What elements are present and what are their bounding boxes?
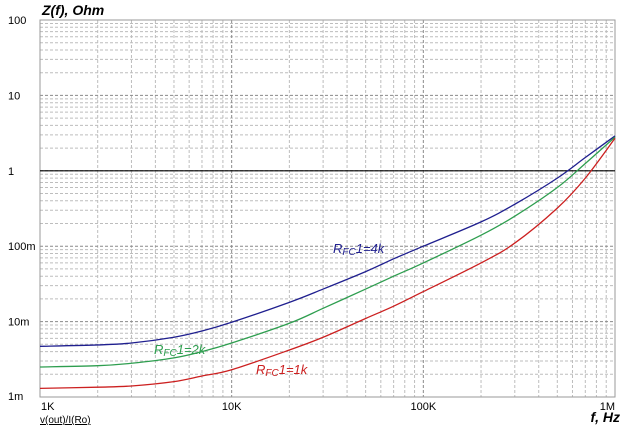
series-line-2 bbox=[39, 136, 616, 368]
x-tick-label: 10K bbox=[222, 401, 242, 413]
y-tick-label: 1 bbox=[8, 166, 14, 178]
y-tick-label: 100m bbox=[8, 241, 36, 253]
series-line-1 bbox=[39, 135, 616, 347]
y-tick-label: 100 bbox=[8, 15, 26, 27]
series-label-1: RFC1=4k bbox=[333, 241, 386, 258]
series-line-3 bbox=[39, 137, 616, 390]
trace-expression: v(out)/I(Ro) bbox=[40, 415, 91, 426]
series-lines bbox=[39, 135, 616, 390]
x-tick-label: 1M bbox=[600, 401, 615, 413]
y-tick-label: 10 bbox=[8, 90, 20, 102]
minor-grid bbox=[40, 20, 615, 397]
y-axis-title: Z(f), Ohm bbox=[41, 2, 104, 18]
x-tick-label: 100K bbox=[410, 401, 436, 413]
series-label-2: RFC1=2k bbox=[154, 342, 207, 359]
tick-labels: 100 10 1 100m 10m 1m 1K 10K 100K 1M bbox=[8, 15, 615, 413]
plot-frame bbox=[39, 19, 616, 398]
x-axis-title: f, Hz bbox=[590, 409, 620, 425]
y-tick-label: 1m bbox=[8, 391, 23, 403]
y-tick-label: 10m bbox=[8, 317, 29, 329]
series-labels: RFC1=4k RFC1=2k RFC1=1k bbox=[154, 241, 386, 379]
x-tick-label: 1K bbox=[41, 401, 55, 413]
major-grid bbox=[39, 19, 616, 398]
series-label-3: RFC1=1k bbox=[256, 362, 309, 379]
